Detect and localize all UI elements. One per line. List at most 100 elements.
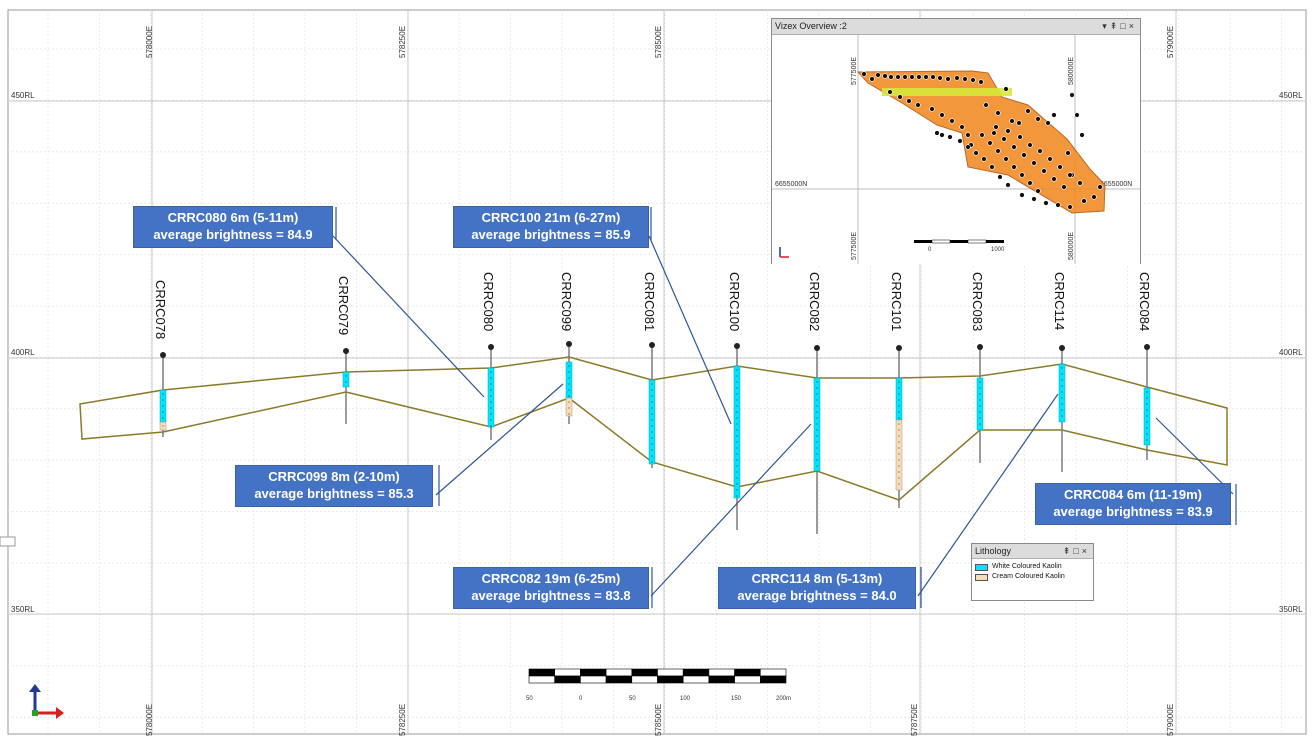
overview-collar: [1057, 164, 1063, 170]
leader-line: [648, 235, 732, 425]
overview-collar: [861, 71, 867, 77]
overview-collar: [909, 74, 915, 80]
lithology-legend[interactable]: Lithology ⇞□× White Coloured Kaolin Crea…: [971, 543, 1094, 601]
rl-label-400-left: 400RL: [11, 348, 35, 357]
overview-collar: [987, 140, 993, 146]
overview-northing-right: 6655000N: [1100, 181, 1132, 188]
collar-marker: [734, 343, 740, 349]
overview-collar: [1003, 86, 1009, 92]
maximize-icon[interactable]: □: [1073, 546, 1082, 556]
pin-icon[interactable]: ⇞: [1109, 21, 1121, 31]
interval-dot: [162, 425, 164, 427]
overview-collar: [965, 132, 971, 138]
scale-label: 50: [629, 696, 636, 702]
rl-label-350-left: 350RL: [11, 605, 35, 614]
cream-kaolin-interval: [565, 397, 573, 417]
close-icon[interactable]: ×: [1081, 546, 1090, 556]
overview-collar: [978, 79, 984, 85]
drill-hole: CRRC079: [336, 276, 351, 424]
close-icon[interactable]: ×: [1128, 21, 1137, 31]
interval-dot: [898, 465, 900, 467]
scale-label: 200m: [776, 696, 791, 702]
overview-collar: [869, 76, 875, 82]
overview-collar: [1035, 116, 1041, 122]
scale-label: 50: [526, 696, 533, 702]
overview-collar: [997, 174, 1003, 180]
interval-dot: [568, 401, 570, 403]
scale-segment-top: [759, 668, 787, 677]
white-kaolin-interval: [565, 361, 573, 399]
collar-marker: [896, 345, 902, 351]
overview-collar: [965, 144, 971, 150]
overview-collar: [957, 138, 963, 144]
maximize-icon[interactable]: □: [1120, 21, 1129, 31]
drill-hole: CRRC114: [1052, 272, 1067, 472]
interval-dot: [898, 429, 900, 431]
scale-segment-bottom: [631, 675, 658, 684]
legend-label: White Coloured Kaolin: [992, 563, 1062, 570]
drill-hole: CRRC099: [559, 272, 574, 424]
overview-collar: [875, 72, 881, 78]
hole-label: CRRC078: [153, 280, 168, 339]
hole-label: CRRC082: [807, 272, 822, 331]
overview-collar: [1021, 152, 1027, 158]
interval-dot: [898, 423, 900, 425]
lithology-title-bar[interactable]: Lithology ⇞□×: [972, 544, 1093, 559]
easting-bottom-578750: 578750E: [910, 704, 919, 736]
scale-segment-bottom: [580, 675, 607, 684]
drill-hole: CRRC081: [642, 272, 657, 468]
resize-handle[interactable]: [0, 536, 16, 547]
overview-drill-collars: [861, 71, 1103, 210]
legend-item-white-kaolin: White Coloured Kaolin: [972, 562, 1093, 572]
overview-collar: [929, 106, 935, 112]
overview-collar: [962, 76, 968, 82]
overview-collar: [1091, 194, 1097, 200]
overview-collar: [959, 124, 965, 130]
easting-top-578000: 578000E: [145, 26, 154, 58]
interval-dot: [568, 407, 570, 409]
hole-label: CRRC080: [481, 272, 496, 331]
overview-collar: [1051, 112, 1057, 118]
overview-collar: [1051, 176, 1057, 182]
overview-collar: [945, 76, 951, 82]
scale-segment-bottom: [708, 675, 735, 684]
overview-collar: [983, 102, 989, 108]
overview-collar: [1011, 144, 1017, 150]
overview-collar: [1016, 120, 1022, 126]
overview-collar: [993, 124, 999, 130]
overview-collar: [1031, 196, 1037, 202]
callout-title: CRRC100 21m (6-27m): [481, 210, 621, 225]
overview-section-highlight: [882, 88, 1012, 96]
interval-dot: [898, 459, 900, 461]
overview-collar: [1074, 112, 1080, 118]
overview-collar: [1005, 182, 1011, 188]
easting-bottom-578250: 578250E: [398, 704, 407, 736]
axis-indicator-icon: [29, 684, 64, 719]
overview-collar: [939, 132, 945, 138]
overview-collar: [1019, 172, 1025, 178]
drill-hole: CRRC101: [889, 272, 904, 508]
callout-leaders: [332, 207, 1237, 608]
drill-hole: CRRC082: [807, 272, 822, 534]
overview-collar: [1065, 150, 1071, 156]
overview-window[interactable]: Vizex Overview :2 ▾⇞□× 577500E 580000E 5…: [771, 18, 1141, 264]
overview-collar: [991, 130, 997, 136]
interval-dot: [898, 453, 900, 455]
collar-marker: [1059, 345, 1065, 351]
easting-top-579000: 579000E: [1166, 26, 1175, 58]
overview-title-bar[interactable]: Vizex Overview :2 ▾⇞□×: [772, 19, 1140, 35]
dropdown-icon[interactable]: ▾: [1102, 21, 1110, 31]
overview-collar: [939, 112, 945, 118]
overview-collar: [888, 74, 894, 80]
callout-title: CRRC084 6m (11-19m): [1063, 487, 1202, 502]
easting-top-578250: 578250E: [398, 26, 407, 58]
scale-segment-bottom: [734, 675, 761, 684]
legend-item-cream-kaolin: Cream Coloured Kaolin: [972, 572, 1093, 582]
overview-collar: [1047, 156, 1053, 162]
easting-bottom-579000: 579000E: [1166, 704, 1175, 736]
overview-map[interactable]: 577500E 580000E 577500E 580000E 6655000N…: [772, 35, 1140, 264]
pin-icon[interactable]: ⇞: [1062, 546, 1074, 556]
white-kaolin-interval: [487, 367, 495, 428]
overview-collar: [1069, 92, 1075, 98]
collar-marker: [160, 352, 166, 358]
